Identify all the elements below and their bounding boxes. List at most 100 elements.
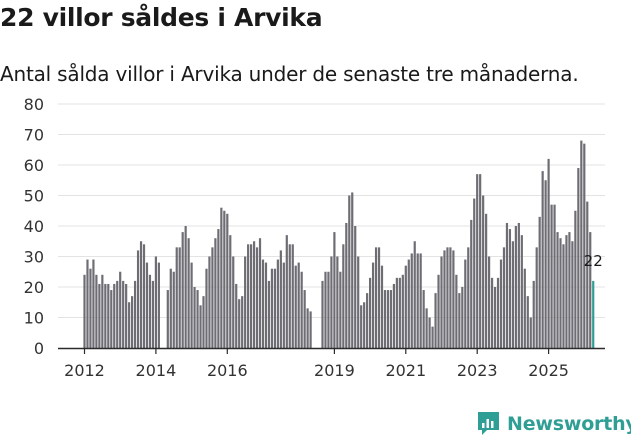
- bar: [386, 290, 390, 348]
- bar: [505, 222, 509, 348]
- bar: [440, 256, 443, 348]
- bar: [583, 143, 586, 348]
- bar: [559, 238, 562, 348]
- bar: [205, 268, 208, 348]
- bar: [467, 247, 470, 348]
- bar: [488, 256, 491, 348]
- bar: [461, 287, 464, 348]
- bar: [532, 280, 535, 348]
- bar: [514, 226, 517, 348]
- bar: [327, 271, 330, 348]
- bar: [526, 296, 529, 348]
- bar: [128, 302, 131, 348]
- x-tick-label: 2021: [385, 361, 426, 380]
- bar: [187, 238, 190, 348]
- bar: [273, 268, 276, 348]
- bar: [431, 326, 434, 348]
- bar: [119, 271, 122, 348]
- bar: [529, 317, 532, 348]
- bar: [104, 283, 107, 348]
- bar: [321, 280, 324, 348]
- y-tick-label: 60: [24, 156, 44, 175]
- bar: [348, 195, 351, 348]
- bar: [470, 219, 473, 348]
- bar: [122, 280, 125, 348]
- bar: [196, 290, 199, 348]
- bar: [452, 250, 455, 348]
- bar: [264, 262, 268, 348]
- y-axis-labels: 0 10 20 30 40 50 60 70 80: [24, 95, 44, 358]
- y-tick-label: 50: [24, 187, 44, 206]
- bar: [125, 283, 128, 348]
- bar: [458, 293, 461, 348]
- bar: [342, 244, 345, 348]
- bar: [547, 158, 550, 348]
- bar: [110, 290, 113, 348]
- bar: [247, 244, 250, 348]
- bar: [422, 290, 425, 348]
- bar: [95, 274, 98, 348]
- bar: [580, 140, 583, 348]
- bar: [446, 247, 449, 348]
- bar: [517, 222, 520, 348]
- bar: [345, 222, 348, 348]
- bar: [571, 241, 574, 348]
- bar: [586, 201, 589, 348]
- bar: [258, 238, 262, 348]
- bar: [139, 241, 143, 348]
- bar: [419, 253, 422, 348]
- bar: [276, 259, 279, 348]
- bar: [556, 232, 559, 348]
- bar: [184, 226, 187, 348]
- y-tick-label: 10: [24, 309, 44, 328]
- bar: [333, 232, 336, 348]
- bar: [223, 210, 226, 348]
- bar: [377, 247, 381, 348]
- chart-subtitle: Antal sålda villor i Arvika under de sen…: [0, 62, 579, 86]
- bar: [577, 168, 580, 348]
- bar: [145, 262, 149, 348]
- bar: [232, 256, 235, 348]
- x-tick-label: 2023: [457, 361, 498, 380]
- bar: [226, 213, 229, 348]
- bar: [476, 174, 479, 348]
- bar: [369, 277, 372, 348]
- bar: [437, 274, 440, 348]
- bar: [131, 296, 134, 348]
- bar: [511, 241, 514, 348]
- bar: [360, 305, 363, 348]
- bar: [499, 259, 503, 348]
- bar: [86, 259, 89, 348]
- bar: [98, 283, 101, 348]
- y-tick-label: 30: [24, 248, 44, 267]
- bar: [496, 277, 500, 348]
- bar: [398, 277, 401, 348]
- bar: [479, 174, 482, 348]
- bar: [523, 268, 526, 348]
- bar: [151, 280, 155, 348]
- bar: [443, 250, 446, 348]
- bar: [190, 262, 193, 348]
- bar: [252, 241, 256, 348]
- bar: [374, 247, 378, 348]
- bar: [568, 232, 571, 348]
- newsworthy-logo: Newsworthy: [476, 410, 631, 437]
- bar: [380, 265, 384, 348]
- y-tick-label: 80: [24, 95, 44, 114]
- bar: [389, 290, 393, 348]
- bar: [330, 256, 333, 348]
- bar: [416, 253, 419, 348]
- bar: [208, 256, 211, 348]
- bar: [464, 259, 467, 348]
- bar: [366, 293, 369, 348]
- x-tick-label: 2019: [314, 361, 355, 380]
- bar: [401, 274, 404, 348]
- bar: [395, 277, 398, 348]
- bar-latest: [592, 280, 595, 348]
- bar: [300, 271, 303, 348]
- bar: [413, 241, 416, 348]
- bar: [434, 293, 437, 348]
- bar: [541, 171, 544, 348]
- bar: [235, 283, 238, 348]
- bar: [574, 210, 577, 348]
